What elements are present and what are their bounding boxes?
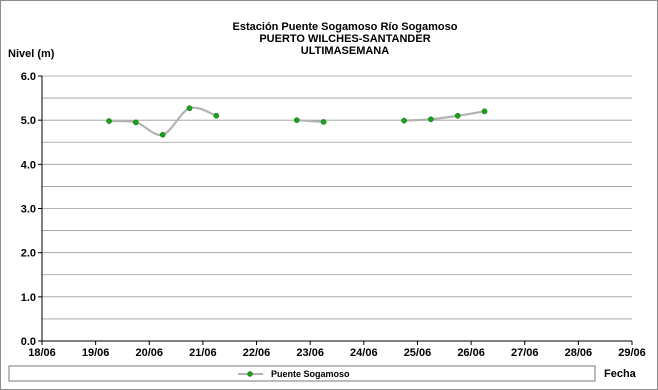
x-tick-label: 18/06	[28, 347, 56, 359]
chart-title-line-1: Estación Puente Sogamoso Río Sogamoso	[233, 21, 458, 33]
series-line-segment	[107, 106, 218, 137]
x-tick-label: 20/06	[136, 347, 164, 359]
x-tick-label: 27/06	[511, 347, 539, 359]
legend-box	[8, 365, 596, 382]
x-tick-label: 19/06	[82, 347, 110, 359]
y-tick-label: 4.0	[21, 159, 36, 171]
series-puente-sogamoso	[106, 105, 488, 138]
axes	[38, 75, 633, 345]
data-point	[133, 119, 139, 126]
x-tick-label: 29/06	[618, 347, 646, 359]
data-point	[454, 112, 461, 119]
y-tick-label: 5.0	[21, 115, 36, 127]
data-point	[106, 118, 112, 124]
x-tick-label: 22/06	[243, 347, 271, 359]
data-point	[159, 131, 166, 138]
x-tick-label: 24/06	[350, 347, 378, 359]
x-tick-label: 26/06	[457, 347, 485, 359]
data-point	[293, 117, 300, 124]
x-tick-label: 25/06	[404, 347, 432, 359]
x-tick-labels: 18/06 19/06 20/06 21/06 22/06 23/06 24/06 25/06…	[28, 347, 646, 359]
data-point	[481, 108, 488, 115]
legend-marker-swatch	[247, 371, 253, 377]
y-tick-labels: 0.0 1.0 2.0 3.0 4.0 5.0 6.0	[21, 71, 36, 348]
data-point	[401, 117, 407, 124]
series-line-segment	[402, 110, 486, 122]
x-tick-label: 23/06	[296, 347, 324, 359]
data-point	[428, 116, 434, 123]
chart-title-line-3: ULTIMASEMANA	[301, 45, 389, 57]
data-point	[320, 119, 327, 125]
y-tick-label: 6.0	[21, 71, 36, 83]
y-tick-label: 1.0	[21, 292, 36, 304]
y-tick-label: 3.0	[21, 204, 36, 216]
legend-label: Puente Sogamoso	[271, 369, 350, 379]
x-tick-label: 21/06	[189, 347, 217, 359]
x-tick-label: 28/06	[565, 347, 593, 359]
y-tick-label: 2.0	[21, 248, 36, 260]
data-point	[186, 105, 193, 112]
y-axis-label: Nivel (m)	[8, 48, 55, 60]
grid-lines	[42, 75, 632, 320]
x-axis-label: Fecha	[604, 368, 637, 380]
y-tick-label: 0.0	[21, 336, 36, 348]
data-point	[213, 112, 220, 119]
chart-title-line-2: PUERTO WILCHES-SANTANDER	[259, 33, 430, 45]
